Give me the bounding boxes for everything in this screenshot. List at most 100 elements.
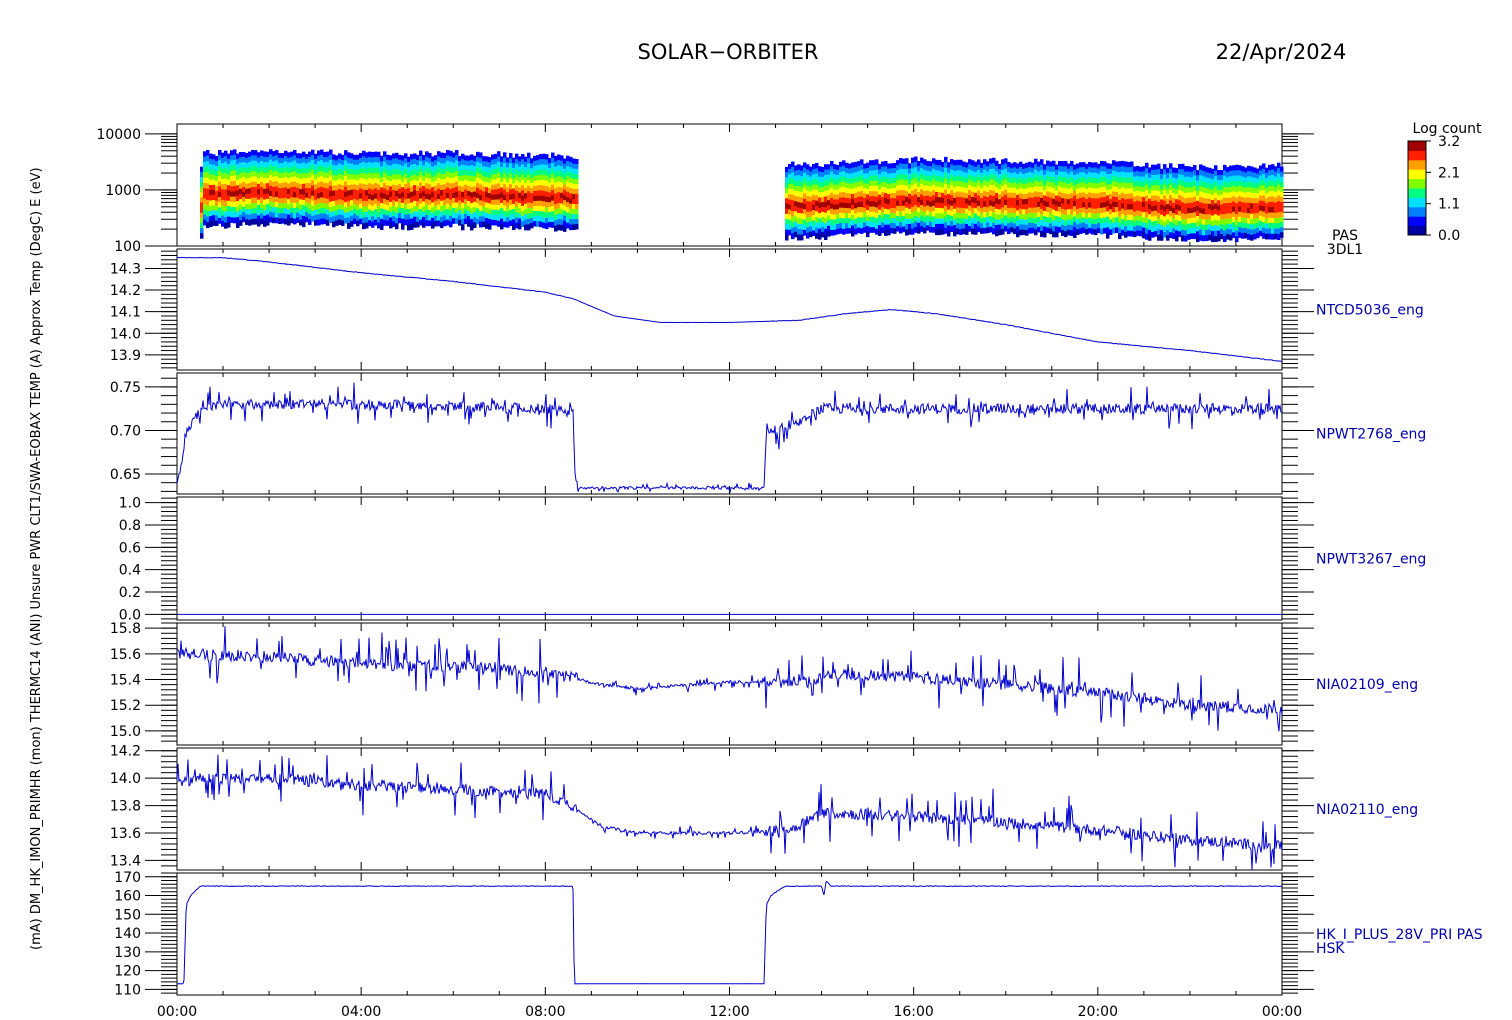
spectrogram-cell	[926, 225, 930, 231]
spectrogram-cell	[965, 193, 969, 199]
spectrogram-cell	[1259, 170, 1263, 177]
spectrogram-cell	[1202, 219, 1206, 226]
spectrogram-cell	[908, 178, 912, 185]
spectrogram-cell	[542, 180, 546, 186]
spectrogram-cell	[395, 212, 399, 219]
spectrogram-cell	[1268, 233, 1272, 240]
spectrogram-cell	[959, 165, 963, 171]
spectrogram-cell	[491, 189, 495, 196]
spectrogram-cell	[1010, 182, 1014, 189]
spectrogram-cell	[1115, 181, 1119, 188]
spectrogram-cell	[359, 208, 363, 215]
spectrogram-cell	[848, 193, 852, 199]
spectrogram-cell	[1100, 218, 1104, 224]
spectrogram-cell	[350, 194, 354, 201]
spectrogram-cell	[530, 188, 534, 194]
spectrogram-cell	[230, 170, 234, 177]
spectrogram-cell	[1247, 213, 1251, 219]
spectrogram-cell	[956, 191, 960, 198]
spectrogram-cell	[551, 189, 555, 196]
spectrogram-cell	[944, 222, 948, 229]
spectrogram-cell	[557, 170, 561, 177]
spectrogram-cell	[956, 170, 960, 177]
spectrogram-cell	[497, 161, 501, 168]
spectrogram-cell	[293, 202, 297, 209]
spectrogram-cell	[275, 186, 279, 193]
spectrogram-cell	[212, 184, 216, 191]
spectrogram-cell	[1190, 223, 1194, 229]
spectrogram-cell	[1160, 189, 1164, 195]
spectrogram-cell	[893, 167, 897, 174]
spectrogram-cell	[362, 172, 366, 180]
spectrogram-cell	[941, 192, 945, 199]
spectrogram-cell	[989, 221, 993, 228]
spectrogram-cell	[515, 201, 519, 208]
spectrogram-cell	[923, 159, 927, 166]
spectrogram-cell	[1028, 192, 1032, 198]
spectrogram-cell	[332, 164, 336, 171]
spectrogram-cell	[485, 166, 489, 173]
spectrogram-cell	[539, 190, 543, 197]
spectrogram-cell	[1076, 229, 1080, 235]
spectrogram-cell	[380, 176, 384, 183]
spectrogram-cell	[551, 168, 555, 175]
spectrogram-cell	[1151, 232, 1155, 238]
spectrogram-cell	[275, 212, 279, 219]
spectrogram-cell	[311, 165, 315, 171]
spectrogram-cell	[1181, 169, 1185, 176]
spectrogram-cell	[392, 169, 396, 175]
spectrogram-cell	[887, 224, 891, 231]
spectrogram-cell	[812, 204, 816, 211]
spectrogram-cell	[1073, 164, 1077, 171]
spectrogram-cell	[1250, 166, 1254, 173]
spectrogram-cell	[371, 151, 375, 158]
spectrogram-cell	[284, 182, 288, 188]
spectrogram-cell	[575, 163, 579, 170]
spectrogram-cell	[482, 181, 486, 187]
spectrogram-cell	[491, 194, 495, 201]
spectrogram-cell	[1031, 192, 1035, 199]
spectrogram-cell	[551, 195, 555, 202]
spectrogram-cell	[947, 199, 951, 205]
spectrogram-cell	[200, 171, 204, 178]
spectrogram-cell	[518, 156, 522, 163]
spectrogram-cell	[953, 160, 957, 166]
spectrogram-cell	[491, 159, 495, 166]
spectrogram-cell	[248, 167, 252, 174]
spectrogram-cell	[866, 231, 870, 238]
spectrogram-cell	[1031, 217, 1035, 224]
spectrogram-cell	[563, 205, 567, 212]
spectrogram-cell	[1073, 190, 1077, 197]
spectrogram-cell	[1130, 214, 1134, 221]
spectrogram-cell	[446, 150, 450, 156]
spectrogram-cell	[449, 188, 453, 195]
spectrogram-cell	[971, 202, 975, 209]
spectrogram-cell	[998, 224, 1002, 231]
spectrogram-cell	[551, 152, 555, 159]
spectrogram-cell	[467, 185, 471, 192]
spectrogram-cell	[443, 199, 447, 206]
spectrogram-cell	[815, 211, 819, 218]
spectrogram-cell	[242, 166, 246, 173]
spectrogram-cell	[344, 207, 348, 214]
spectrogram-cell	[1178, 184, 1182, 191]
spectrogram-cell	[1007, 192, 1011, 199]
spectrogram-cell	[932, 195, 936, 202]
spectrogram-cell	[821, 206, 825, 213]
spectrogram-cell	[287, 219, 291, 226]
spectrogram-cell	[542, 174, 546, 181]
spectrogram-cell	[1058, 186, 1062, 193]
spectrogram-cell	[1220, 209, 1224, 215]
spectrogram-cell	[380, 224, 384, 230]
spectrogram-cell	[923, 227, 927, 234]
spectrogram	[200, 149, 1284, 243]
spectrogram-cell	[1280, 176, 1284, 183]
spectrogram-cell	[371, 194, 375, 201]
spectrogram-cell	[266, 198, 270, 205]
spectrogram-cell	[536, 200, 540, 207]
spectrogram-cell	[401, 197, 405, 204]
spectrogram-cell	[476, 213, 480, 220]
spectrogram-cell	[1106, 200, 1110, 207]
spectrogram-cell	[785, 193, 789, 199]
spectrogram-cell	[518, 182, 522, 188]
